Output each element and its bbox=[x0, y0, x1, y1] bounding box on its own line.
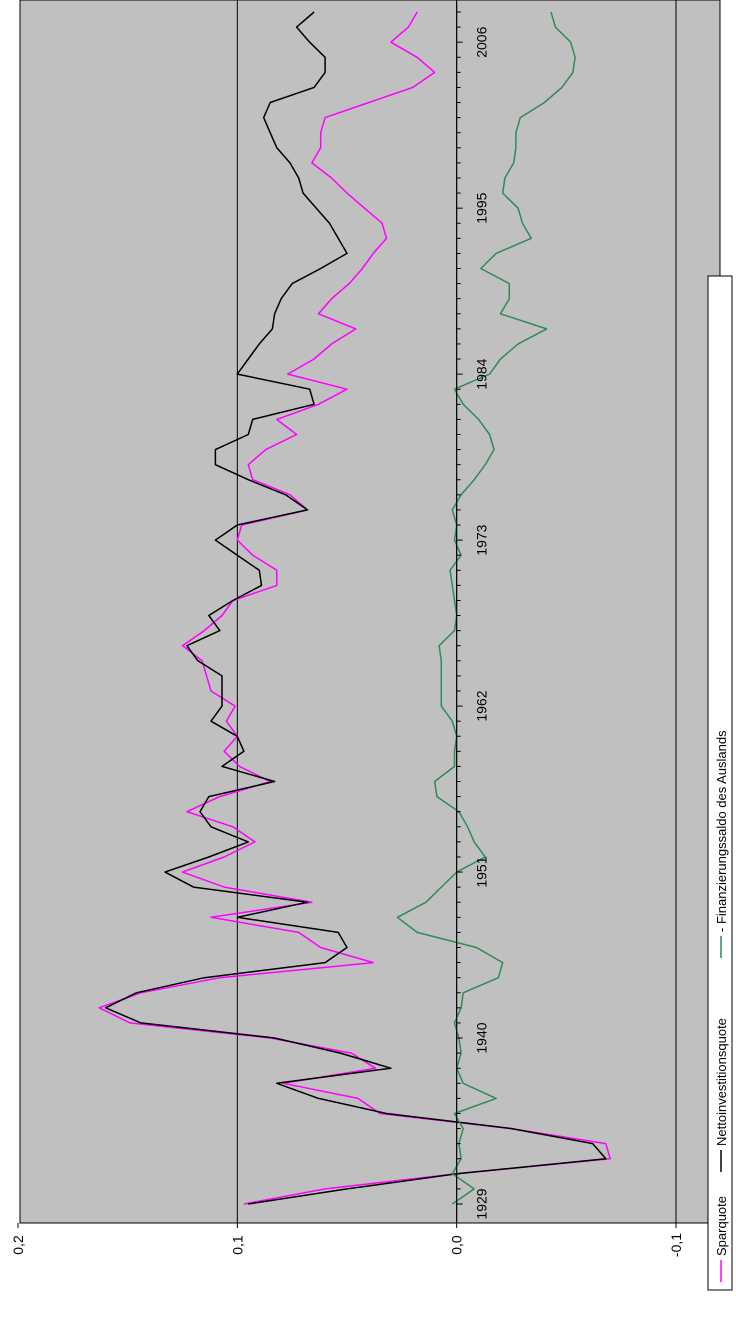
y-tick-label: -0,1 bbox=[668, 1233, 684, 1257]
x-tick-label: 1995 bbox=[474, 192, 490, 223]
series-line-finanzierungssaldo-des-auslands bbox=[396, 11, 576, 1205]
series-line-nettoinvestitionsquote bbox=[104, 11, 607, 1205]
plot-area bbox=[19, 0, 721, 1224]
x-tick-label: 1929 bbox=[474, 1188, 490, 1219]
x-tick-label: 1962 bbox=[474, 690, 490, 721]
y-tick-label: 0,2 bbox=[10, 1235, 26, 1255]
y-tick-label: 0,0 bbox=[449, 1235, 465, 1255]
x-tick-label: 2006 bbox=[474, 26, 490, 57]
x-tick-label: 1940 bbox=[474, 1022, 490, 1053]
axes: 1929 1940 1951 1962 1973 1984 1995 2006 -0,1 0,0 0… bbox=[10, 0, 684, 1257]
legend-label: - Finanzierungssaldo des Auslands bbox=[714, 730, 729, 932]
legend-label: Nettoinvestitionsquote bbox=[714, 1018, 729, 1146]
legend: Sparquote Nettoinvestitionsquote - Finanzi… bbox=[707, 275, 733, 1291]
y-tick-label: 0,1 bbox=[229, 1235, 245, 1255]
legend-box bbox=[707, 275, 733, 1291]
series-line-sparquote bbox=[98, 11, 611, 1205]
series-group bbox=[98, 11, 611, 1205]
x-tick-label: 1951 bbox=[474, 856, 490, 887]
plot-background bbox=[19, 0, 721, 1224]
x-tick-label: 1984 bbox=[474, 358, 490, 389]
legend-label: Sparquote bbox=[714, 1196, 729, 1256]
x-tick-label: 1973 bbox=[474, 524, 490, 555]
